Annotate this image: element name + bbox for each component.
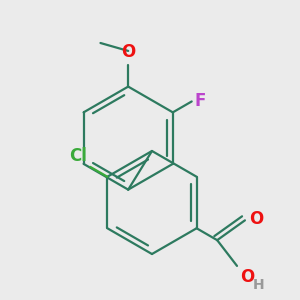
Text: O: O xyxy=(249,210,263,228)
Text: O: O xyxy=(240,268,254,286)
Text: O: O xyxy=(121,43,135,61)
Text: H: H xyxy=(253,278,265,292)
Text: F: F xyxy=(195,92,206,110)
Text: Cl: Cl xyxy=(69,147,87,165)
